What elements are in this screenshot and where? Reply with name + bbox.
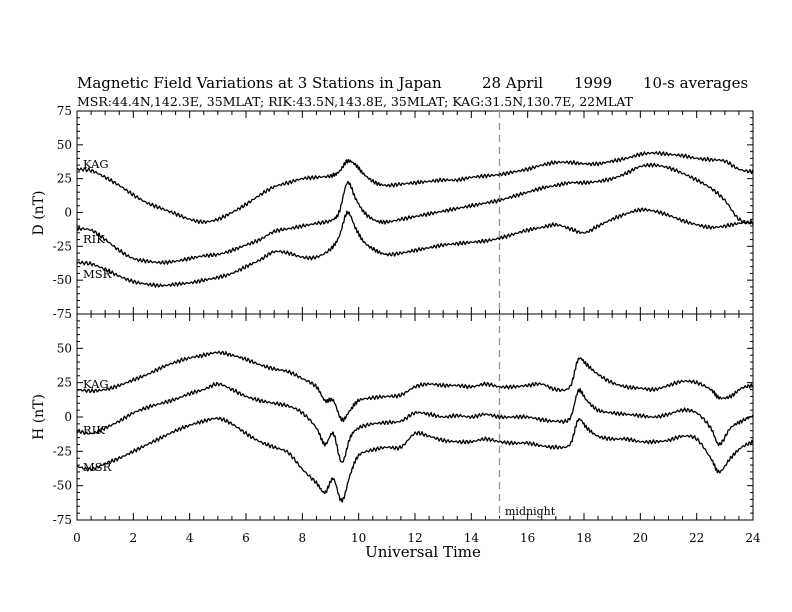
series-line-h-rik: [76, 381, 754, 463]
y-tick-label-h: -25: [53, 444, 72, 458]
series-label-d-msr: MSR: [83, 267, 112, 281]
x-tick-label: 20: [633, 531, 648, 545]
tick-marks: [76, 110, 754, 521]
x-axis-label: Universal Time: [365, 543, 481, 561]
y-tick-label-d: 75: [57, 104, 72, 118]
x-tick-label: 14: [464, 531, 480, 545]
midnight-annotation: midnight: [505, 505, 556, 518]
x-tick-label: 24: [745, 531, 761, 545]
chart-title-date: 28 April: [482, 74, 543, 92]
x-tick-label: 6: [242, 531, 250, 545]
series-label-d-kag: KAG: [83, 157, 109, 171]
x-tick-label: 16: [520, 531, 535, 545]
chart-title-averaging: 10-s averages: [643, 74, 748, 92]
y-tick-label-h: 25: [57, 376, 72, 390]
chart-title: Magnetic Field Variations at 3 Stations …: [77, 74, 442, 92]
x-tick-label: 0: [73, 531, 81, 545]
y-tick-label-d: 50: [57, 138, 72, 152]
y-tick-label-d: 0: [64, 206, 72, 220]
y-tick-label-h: -50: [53, 479, 72, 493]
chart-subtitle: MSR:44.4N,142.3E, 35MLAT; RIK:43.5N,143.…: [77, 94, 634, 109]
y-tick-label-d: -50: [53, 273, 72, 287]
series-label-h-msr: MSR: [83, 460, 112, 474]
series-line-d-rik: [76, 162, 754, 265]
series-line-d-msr: [76, 207, 754, 288]
y-tick-label-h: 50: [57, 341, 72, 355]
series-line-h-msr: [76, 416, 754, 503]
series-label-h-rik: RIK: [83, 423, 105, 437]
x-tick-label: 4: [186, 531, 194, 545]
x-tick-label: 8: [299, 531, 307, 545]
x-tick-label: 18: [576, 531, 591, 545]
y-axis-label-d: D (nT): [31, 191, 47, 236]
series-line-h-kag: [76, 350, 754, 423]
chart-title-year: 1999: [574, 74, 612, 92]
series-label-h-kag: KAG: [83, 377, 109, 391]
series-line-d-kag: [76, 150, 754, 225]
x-tick-label: 12: [407, 531, 422, 545]
y-tick-label-d: -75: [53, 307, 72, 321]
series-lines: [76, 150, 754, 503]
y-axis-label-h: H (nT): [31, 394, 47, 440]
y-tick-label-d: 25: [57, 172, 72, 186]
y-tick-label-d: -25: [53, 239, 72, 253]
x-tick-label: 10: [351, 531, 366, 545]
x-tick-label: 2: [130, 531, 138, 545]
y-tick-label-h: -75: [53, 513, 72, 527]
x-tick-label: 22: [689, 531, 704, 545]
series-label-d-rik: RIK: [83, 232, 105, 246]
y-tick-label-h: 0: [64, 410, 72, 424]
